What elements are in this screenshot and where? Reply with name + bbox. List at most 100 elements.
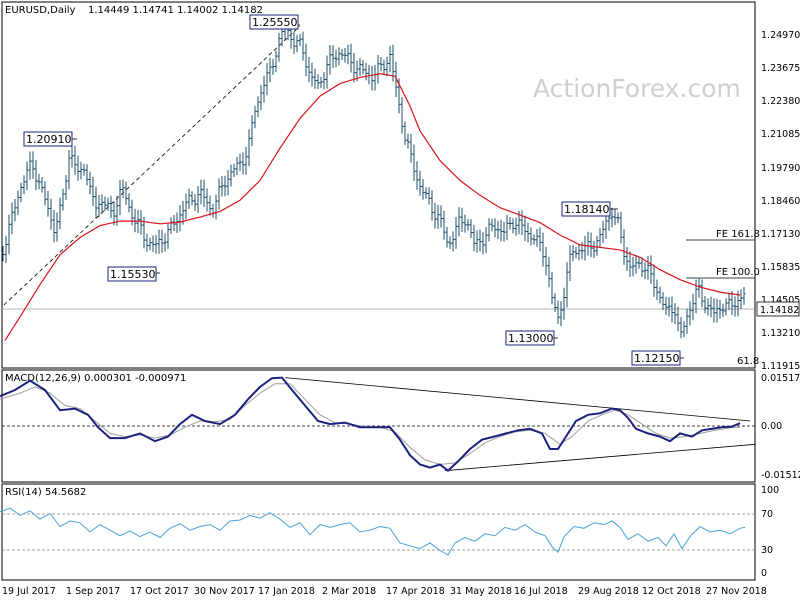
ohlc-bar xyxy=(706,298,710,316)
symbol-label: EURUSD,Daily xyxy=(5,5,76,16)
ohlc-bar xyxy=(328,45,332,75)
ohlc-bar xyxy=(337,47,341,66)
ohlc-bar xyxy=(508,217,512,230)
x-tick-label: 19 Jul 2017 xyxy=(2,586,56,597)
ohlc-bar xyxy=(73,145,77,175)
ohlc-bar xyxy=(436,204,440,229)
ohlc-bar xyxy=(499,219,503,242)
ohlc-bar xyxy=(244,146,248,175)
ohlc-bar xyxy=(478,229,482,252)
ohlc-bar xyxy=(292,31,296,55)
ohlc-bar xyxy=(55,212,59,242)
annotation-1-13000: 1.13000 xyxy=(505,330,558,346)
annotation-label: 1.20910 xyxy=(26,133,72,146)
ohlc-bar xyxy=(16,190,20,215)
ohlc-bar xyxy=(4,235,8,264)
ohlc-bar xyxy=(712,298,716,323)
ohlc-bar xyxy=(259,84,263,111)
price-tick-label: 1.19790 xyxy=(761,163,800,174)
price-tick-label: 1.14505 xyxy=(761,295,800,306)
ohlc-bar xyxy=(157,229,161,254)
ohlc-bar xyxy=(466,219,470,231)
ohlc-bar xyxy=(526,222,530,243)
ohlc-bar xyxy=(721,303,725,318)
ohlc-bar xyxy=(448,236,452,250)
ohlc-bar xyxy=(13,199,17,222)
ohlc-bar xyxy=(139,210,143,235)
ohlc-bar xyxy=(94,186,98,218)
ohlc-bar xyxy=(679,317,683,338)
ohlc-bar xyxy=(571,244,575,262)
annotation-box xyxy=(561,201,611,217)
ohlc-bar xyxy=(7,214,11,255)
ohlc-bar xyxy=(703,296,707,314)
fe-161-label: FE 161.8 xyxy=(716,229,760,240)
ohlc-bar xyxy=(265,63,269,96)
ohlc-bar xyxy=(433,202,437,229)
ohlc-bar xyxy=(691,293,695,321)
ohlc-bar xyxy=(313,68,317,89)
annotation-high-1-25550: 1.25550 xyxy=(249,14,300,30)
annotation-box xyxy=(23,131,73,147)
ohlc-bar xyxy=(190,191,194,206)
ohlc-bar xyxy=(88,171,92,195)
ohlc-bar xyxy=(469,219,473,239)
price-tick-label: 1.18460 xyxy=(761,196,800,207)
ohlc-bar xyxy=(346,44,350,65)
ohlc-bar xyxy=(700,279,704,308)
rsi-tick-label: 70 xyxy=(761,509,773,520)
ohlc-bar xyxy=(568,245,572,281)
ohlc-bar xyxy=(589,232,593,258)
price-tick-label: 1.23675 xyxy=(761,63,800,74)
macd-tick-label: 0.015178 xyxy=(761,373,800,384)
ohlc-bar xyxy=(274,50,278,73)
ohlc-bar xyxy=(475,230,479,253)
ohlc-bar xyxy=(178,205,182,232)
ohlc-bar xyxy=(412,144,416,181)
ohlc-bar xyxy=(334,49,338,68)
ohlc-bar xyxy=(37,174,41,190)
ohlc-bar xyxy=(295,34,299,53)
ohlc-bar xyxy=(79,161,83,180)
ohlc-bar xyxy=(424,187,428,199)
ohlc-bar xyxy=(427,187,431,205)
price-y-axis: 1.24970 1.23675 1.22380 1.21085 1.19790 … xyxy=(761,30,800,372)
price-tick-label: 1.22380 xyxy=(761,96,800,107)
ohlc-bar xyxy=(574,247,578,259)
fe-100-label: FE 100.0 xyxy=(716,267,760,278)
ohlc-bar xyxy=(1,246,5,262)
x-axis: 19 Jul 2017 1 Sep 2017 17 Oct 2017 30 No… xyxy=(2,586,767,597)
ohlc-bar xyxy=(382,59,386,75)
ohlc-bar xyxy=(553,293,557,312)
ohlc-bar xyxy=(31,151,35,179)
ohlc-bar xyxy=(304,43,308,77)
ohlc-bar xyxy=(523,215,527,242)
ohlc-bar xyxy=(538,227,542,252)
ohlc-bar xyxy=(625,247,629,271)
macd-tick-label: 0.00 xyxy=(761,421,782,432)
ohlc-bar xyxy=(709,296,713,318)
ohlc-bar xyxy=(40,177,44,193)
ohlc-bar xyxy=(634,255,638,274)
x-tick-label: 30 Nov 2017 xyxy=(194,586,255,597)
ohlc-bar xyxy=(349,43,353,73)
annotation-1-15530: 1.15530 xyxy=(107,266,160,282)
x-tick-label: 17 Oct 2017 xyxy=(130,586,189,597)
ohlc-bar xyxy=(493,218,497,238)
ohlc-bar xyxy=(511,218,515,234)
ohlc-bar xyxy=(670,296,674,323)
ohlc-bar xyxy=(25,161,29,191)
ohlc-bar xyxy=(556,300,560,325)
ohlc-bar xyxy=(565,262,569,308)
ohlc-bar xyxy=(535,229,539,247)
ohlc-bar xyxy=(109,195,113,219)
annotation-label: 1.18140 xyxy=(564,203,610,216)
ohlc-bar xyxy=(640,257,644,277)
ohlc-bar xyxy=(688,301,692,326)
price-tick-label: 1.21085 xyxy=(761,129,800,140)
ohlc-bar xyxy=(58,197,62,230)
ohlc-bar xyxy=(268,57,272,83)
rsi-y-axis: 100 70 30 0 xyxy=(761,485,779,579)
ohlc-bar xyxy=(127,193,131,213)
ohlc-bar xyxy=(112,201,116,226)
